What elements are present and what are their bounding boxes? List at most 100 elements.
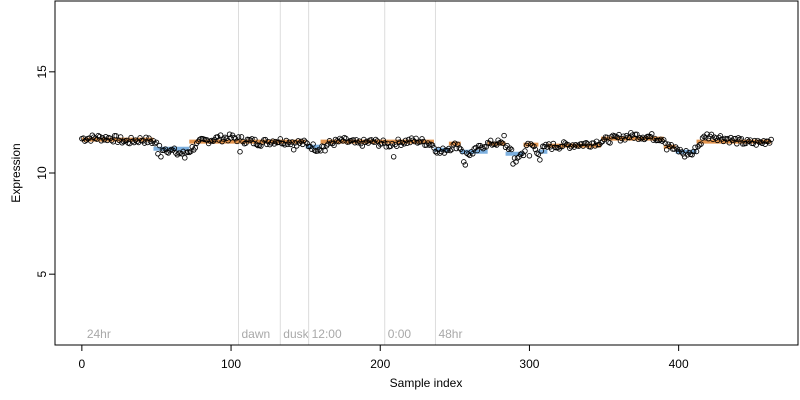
data-point [152,140,158,147]
data-point [501,132,507,139]
phase-label: 12:00 [312,327,342,341]
data-point [598,139,604,146]
data-point [757,139,764,145]
data-point [505,146,512,153]
data-point [658,136,664,143]
x-tick-label: 300 [519,357,539,371]
data-point [374,138,380,144]
data-point [508,146,515,153]
data-point [689,152,695,158]
data-point [389,140,395,147]
data-point [402,137,409,144]
data-point [674,146,680,152]
data-point [346,139,352,145]
data-point [235,134,242,140]
data-point [141,140,148,146]
data-point [155,151,161,157]
data-point [499,140,506,146]
phase-lines: dawn dusk 12:00 0:00 48hr 24hr [87,1,462,345]
x-tick-label: 200 [370,357,390,371]
data-point [387,143,394,149]
data-point [273,138,279,145]
data-point [301,137,307,144]
data-point [379,140,385,147]
data-point [537,157,543,163]
data-point [467,152,473,159]
data-point [635,136,642,143]
data-point [517,151,524,158]
plot-frame [54,0,799,346]
data-point [237,149,243,155]
data-point [225,137,231,144]
data-point [302,139,309,145]
data-point [331,142,337,149]
y-axis-label: Expression [9,143,23,202]
data-point [289,139,295,145]
data-point [462,162,469,168]
data-point [210,138,216,144]
x-tick-label: 0 [79,357,86,371]
data-point [314,148,321,154]
data-point [355,139,361,146]
data-point [649,131,655,137]
data-point [735,135,742,141]
y-tick-label: 10 [35,166,49,180]
data-point [544,144,551,150]
data-point [189,144,195,150]
data-point [290,147,297,153]
data-point [452,140,458,146]
data-point [768,136,774,143]
data-point [716,134,722,141]
data-point [88,138,94,144]
data-point [98,138,104,144]
data-point [158,154,164,160]
data-point [699,135,706,141]
data-point [395,136,401,143]
data-point [475,142,482,149]
axes: 0 100 200 300 400 5 10 15 [35,65,689,371]
data-point [738,135,745,142]
data-point [660,137,667,143]
data-point [214,134,221,140]
phase-label: dusk [283,327,309,341]
phase-label: 48hr [438,327,462,341]
data-point [507,145,513,151]
data-point [447,147,454,154]
data-point [461,159,467,165]
data-point [531,143,537,150]
data-point [310,141,316,147]
data-point [390,154,397,160]
data-point [401,141,407,147]
phase-label: 24hr [87,327,111,341]
data-point [568,143,574,150]
data-point [641,136,648,143]
data-point [647,133,654,140]
data-point [137,135,143,141]
data-point [359,143,366,149]
data-point [232,135,239,142]
data-point [192,145,198,151]
data-point [663,147,670,153]
phase-label: dawn [242,327,271,341]
data-point [514,155,521,161]
data-point [708,131,715,138]
data-point [380,137,386,144]
data-point [662,140,668,146]
data-point [634,131,640,138]
phase-label: 0:00 [388,327,412,341]
data-point [171,145,178,152]
data-point [304,140,310,147]
x-tick-label: 400 [669,357,689,371]
data-point [353,137,360,143]
data-point [162,146,169,152]
data-point [150,138,157,144]
data-point [417,139,424,145]
data-point [455,141,461,148]
data-point [525,140,531,147]
data-point [535,151,542,158]
data-point [487,137,494,144]
data-point [754,137,761,144]
data-point [419,136,425,142]
data-point [534,150,540,156]
data-point [217,132,224,138]
